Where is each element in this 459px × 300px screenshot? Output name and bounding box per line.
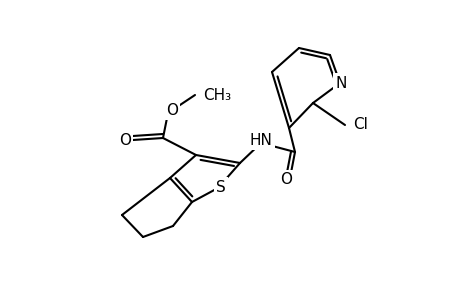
Text: O: O	[166, 103, 178, 118]
Text: S: S	[216, 179, 225, 194]
Text: CH₃: CH₃	[205, 86, 230, 100]
Text: O: O	[280, 172, 291, 188]
Text: Cl: Cl	[352, 116, 367, 131]
Text: HN: HN	[249, 133, 272, 148]
Text: O: O	[119, 133, 131, 148]
Text: N: N	[335, 76, 346, 91]
Text: CH₃: CH₃	[202, 88, 230, 103]
